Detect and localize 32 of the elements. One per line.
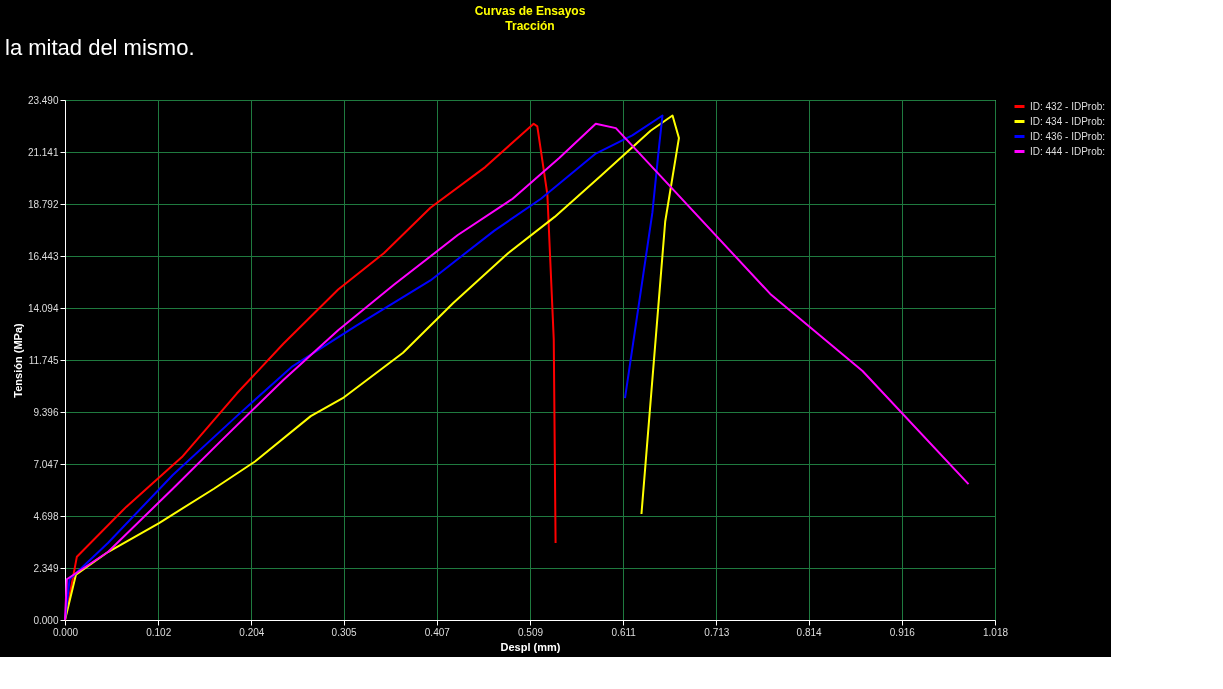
legend-label: ID: 432 - IDProb:	[1030, 100, 1106, 112]
y-tick-label: 0.000	[33, 614, 59, 626]
chart-title: Curvas de Ensayos	[474, 4, 586, 18]
x-tick-label: 0.305	[331, 626, 358, 638]
x-tick-label: 0.713	[704, 626, 730, 638]
y-axis-title: Tensión (MPa)	[11, 322, 24, 398]
y-tick-label: 7.047	[33, 458, 59, 470]
x-tick-label: 0.102	[146, 626, 172, 638]
x-tick-label: 0.204	[239, 626, 265, 638]
line-series	[64, 122, 970, 621]
y-tick-label: 23.490	[27, 94, 59, 106]
x-tick-label: 1.018	[982, 626, 1009, 638]
y-tick-label: 4.698	[33, 510, 59, 522]
x-tick-label: 0.407	[424, 626, 451, 638]
x-tick-label: 0.509	[517, 626, 544, 638]
x-tick-label: 0.611	[611, 626, 637, 638]
x-tick-label: 0.814	[796, 626, 823, 638]
chart-subtitle: Tracción	[505, 19, 555, 33]
y-tick-label: 21.141	[27, 146, 59, 158]
x-axis-title: Despl (mm)	[500, 640, 561, 653]
y-tick-label: 2.349	[33, 562, 59, 574]
x-tick-label: 0.916	[889, 626, 916, 638]
y-tick-label: 16.443	[27, 250, 59, 262]
legend-label: ID: 434 - IDProb:	[1030, 115, 1106, 127]
y-tick-label: 9.396	[33, 406, 59, 418]
legend-label: ID: 444 - IDProb:	[1030, 145, 1106, 157]
y-tick-label: 14.094	[27, 302, 59, 314]
y-tick-label: 11.745	[28, 354, 59, 366]
x-tick-label: 0.000	[52, 626, 79, 638]
y-tick-label: 18.792	[27, 198, 59, 210]
text: la mitad del mismo.	[5, 35, 195, 60]
legend-label: ID: 436 - IDProb:	[1030, 130, 1106, 142]
